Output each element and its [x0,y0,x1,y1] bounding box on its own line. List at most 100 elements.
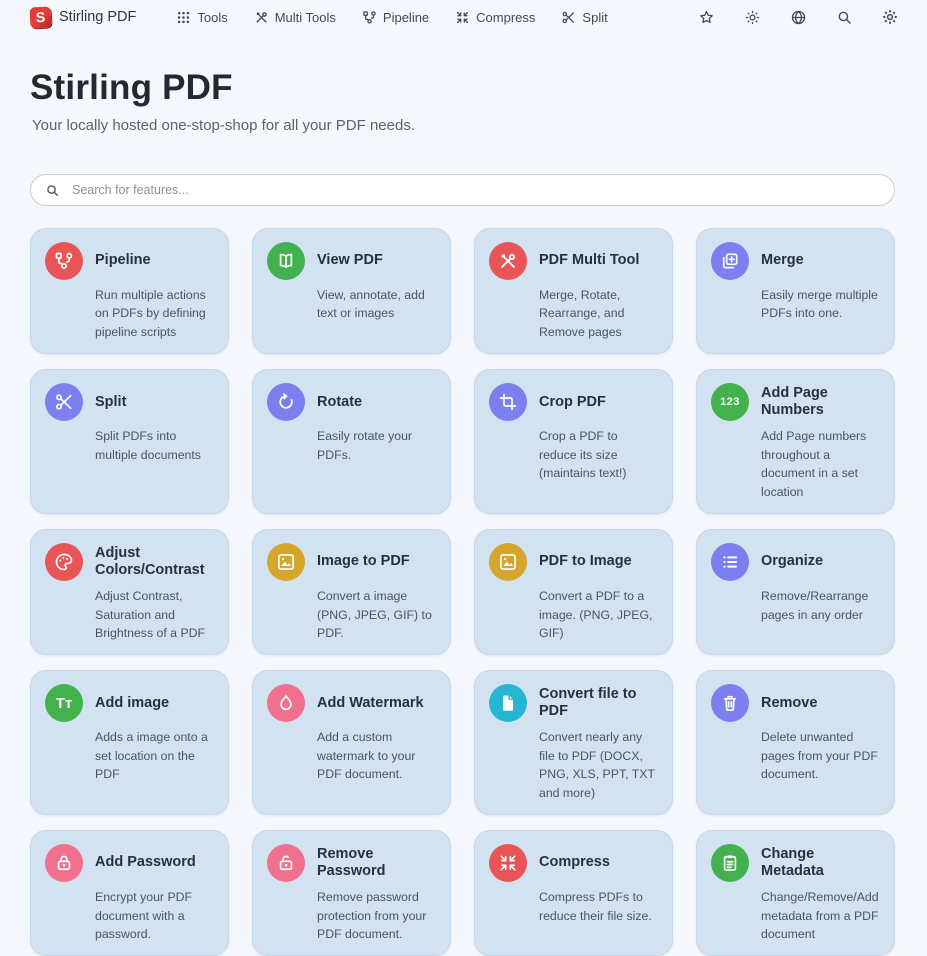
palette-icon [45,543,83,582]
card-description: Change/Remove/Add metadata from a PDF do… [761,890,879,941]
card-title: Organize [761,553,824,570]
card-description: Adds a image onto a set location on the … [95,730,208,782]
card-description: Remove/Rearrange pages in any order [761,589,869,622]
search-icon[interactable] [833,6,855,28]
card-title: Remove [761,694,818,711]
tool-card-adjust-colors[interactable]: Adjust Colors/Contrast Adjust Contrast, … [30,529,229,656]
tool-card-rotate[interactable]: Rotate Easily rotate your PDFs. [252,369,451,515]
scissors-icon [45,383,83,422]
nav-item-tools[interactable]: Tools [176,9,228,25]
card-title: PDF Multi Tool [539,252,640,269]
card-description: View, annotate, add text or images [317,288,425,321]
tool-card-split[interactable]: Split Split PDFs into multiple documents [30,369,229,515]
tool-card-add-watermark[interactable]: Add Watermark Add a custom watermark to … [252,670,451,816]
card-description: Easily rotate your PDFs. [317,429,413,462]
card-title: Change Metadata [761,845,824,880]
card-title: PDF to Image [539,553,632,570]
rotate-icon [267,383,305,422]
card-description: Convert a PDF to a image. (PNG, JPEG, GI… [539,589,653,640]
nav-item-multi-tools[interactable]: Multi Tools [254,10,336,25]
brand-name: Stirling PDF [59,9,137,25]
card-description: Adjust Contrast, Saturation and Brightne… [95,589,206,640]
nav-actions [695,6,901,28]
nav-item-label: Split [582,9,608,25]
star-icon[interactable] [695,6,717,28]
card-title: Merge [761,252,804,269]
nav-links: Tools Multi Tools Pipeline Compress Spli… [176,9,608,25]
tool-card-pdf-to-image[interactable]: PDF to Image Convert a PDF to a image. (… [474,529,673,656]
page-numbers-icon: 123 [711,383,749,422]
card-title: Adjust Colors/Contrast [95,544,205,579]
image-icon [489,543,527,582]
tool-card-add-page-numbers[interactable]: 123 Add Page Numbers Add Page numbers th… [696,369,895,515]
globe-icon[interactable] [787,6,809,28]
tool-card-view-pdf[interactable]: View PDF View, annotate, add text or ima… [252,228,451,355]
brand-home-link[interactable]: S Stirling PDF [29,5,137,29]
water-drop-icon [267,684,305,723]
card-description: Crop a PDF to reduce its size (maintains… [539,429,627,481]
tool-card-organize[interactable]: Organize Remove/Rearrange pages in any o… [696,529,895,656]
card-description: Encrypt your PDF document with a passwor… [95,890,193,941]
card-title: Add image [95,694,170,711]
search-input[interactable] [70,182,880,198]
multi-tools-icon [489,242,527,280]
nav-item-split[interactable]: Split [561,9,608,25]
apps-grid-icon [176,10,191,25]
card-title: Convert file to PDF [539,685,637,720]
card-description: Remove password protection from your PDF… [317,890,427,941]
compress-icon [489,844,527,883]
card-description: Run multiple actions on PDFs by defining… [95,288,206,339]
card-description: Easily merge multiple PDFs into one. [761,288,878,321]
nav-item-label: Tools [197,9,228,25]
tool-card-change-metadata[interactable]: Change Metadata Change/Remove/Add metada… [696,830,895,956]
search-icon [45,183,60,198]
lock-open-icon [267,844,305,883]
tool-card-compress[interactable]: Compress Compress PDFs to reduce their f… [474,830,673,956]
card-description: Merge, Rotate, Rearrange, and Remove pag… [539,288,625,339]
nav-item-label: Pipeline [382,9,430,25]
card-title: Remove Password [317,845,386,880]
card-description: Split PDFs into multiple documents [95,429,201,462]
pipeline-icon [45,242,83,280]
card-title: Split [95,393,127,410]
crop-icon [489,383,527,422]
tool-card-add-image[interactable]: Tᴛ Add image Adds a image onto a set loc… [30,670,229,816]
card-description: Convert nearly any file to PDF (DOCX, PN… [539,730,655,800]
card-title: Add Watermark [317,694,424,711]
card-title: Crop PDF [539,393,606,410]
settings-icon[interactable] [879,6,901,28]
card-title: Add Page Numbers [761,384,828,419]
nav-item-label: Multi Tools [274,9,336,25]
card-title: View PDF [317,252,383,269]
card-title: Rotate [317,393,363,410]
page-title: Stirling PDF [30,68,233,107]
feature-search-bar[interactable] [30,174,895,206]
tool-card-pdf-multi-tool[interactable]: PDF Multi Tool Merge, Rotate, Rearrange,… [474,228,673,355]
brightness-icon[interactable] [741,6,763,28]
nav-item-compress[interactable]: Compress [455,10,535,25]
card-description: Delete unwanted pages from your PDF docu… [761,730,878,782]
tool-card-grid: Pipeline Run multiple actions on PDFs by… [30,228,895,956]
card-description: Add Page numbers throughout a document i… [761,429,867,499]
tool-card-remove[interactable]: Remove Delete unwanted pages from your P… [696,670,895,816]
card-description: Convert a image (PNG, JPEG, GIF) to PDF. [317,589,432,640]
tool-card-remove-password[interactable]: Remove Password Remove password protecti… [252,830,451,956]
tool-card-image-to-pdf[interactable]: Image to PDF Convert a image (PNG, JPEG,… [252,529,451,656]
page-header: Stirling PDF Your locally hosted one-sto… [0,34,927,134]
tool-card-convert-file-to-pdf[interactable]: Convert file to PDF Convert nearly any f… [474,670,673,816]
card-title: Image to PDF [317,553,410,570]
tool-card-crop-pdf[interactable]: Crop PDF Crop a PDF to reduce its size (… [474,369,673,515]
nav-item-label: Compress [476,9,536,25]
nav-item-pipeline[interactable]: Pipeline [362,10,429,25]
tool-card-add-password[interactable]: Add Password Encrypt your PDF document w… [30,830,229,956]
card-title: Add Password [95,854,196,871]
card-description: Compress PDFs to reduce their file size. [539,890,652,923]
top-navbar: S Stirling PDF Tools Multi Tools Pipelin… [0,0,927,34]
text-fields-icon: Tᴛ [45,684,83,723]
pipeline-icon [362,10,377,25]
tool-card-merge[interactable]: Merge Easily merge multiple PDFs into on… [696,228,895,355]
scissors-icon [561,10,576,25]
compress-icon [455,10,470,25]
lock-icon [45,844,83,883]
tool-card-pipeline[interactable]: Pipeline Run multiple actions on PDFs by… [30,228,229,355]
